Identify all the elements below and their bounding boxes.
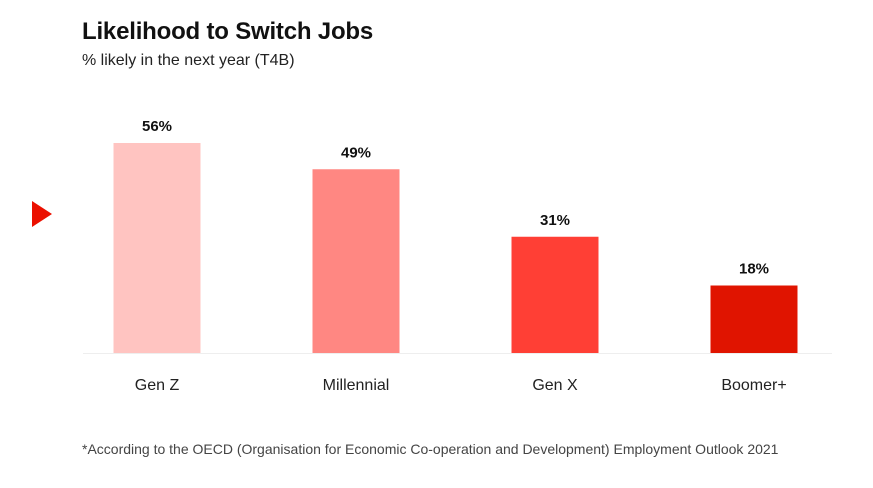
x-tick-label: Gen Z <box>135 377 180 394</box>
x-tick-label: Gen X <box>532 377 578 394</box>
chart-title: Likelihood to Switch Jobs <box>82 18 374 45</box>
footnote: *According to the OECD (Organisation for… <box>82 441 779 457</box>
data-label: 31% <box>540 212 570 229</box>
x-tick-label: Boomer+ <box>721 377 786 394</box>
bar-gen-x <box>511 236 599 353</box>
data-label: 56% <box>142 118 172 135</box>
data-label: 18% <box>739 261 769 278</box>
bar-millennial <box>312 169 400 353</box>
x-tick-label: Millennial <box>323 377 390 394</box>
chart-subtitle: % likely in the next year (T4B) <box>82 52 295 69</box>
data-label: 49% <box>341 144 371 161</box>
bar-boomer <box>710 285 798 353</box>
bar-gen-z <box>113 143 201 353</box>
play-triangle-icon <box>32 201 52 227</box>
